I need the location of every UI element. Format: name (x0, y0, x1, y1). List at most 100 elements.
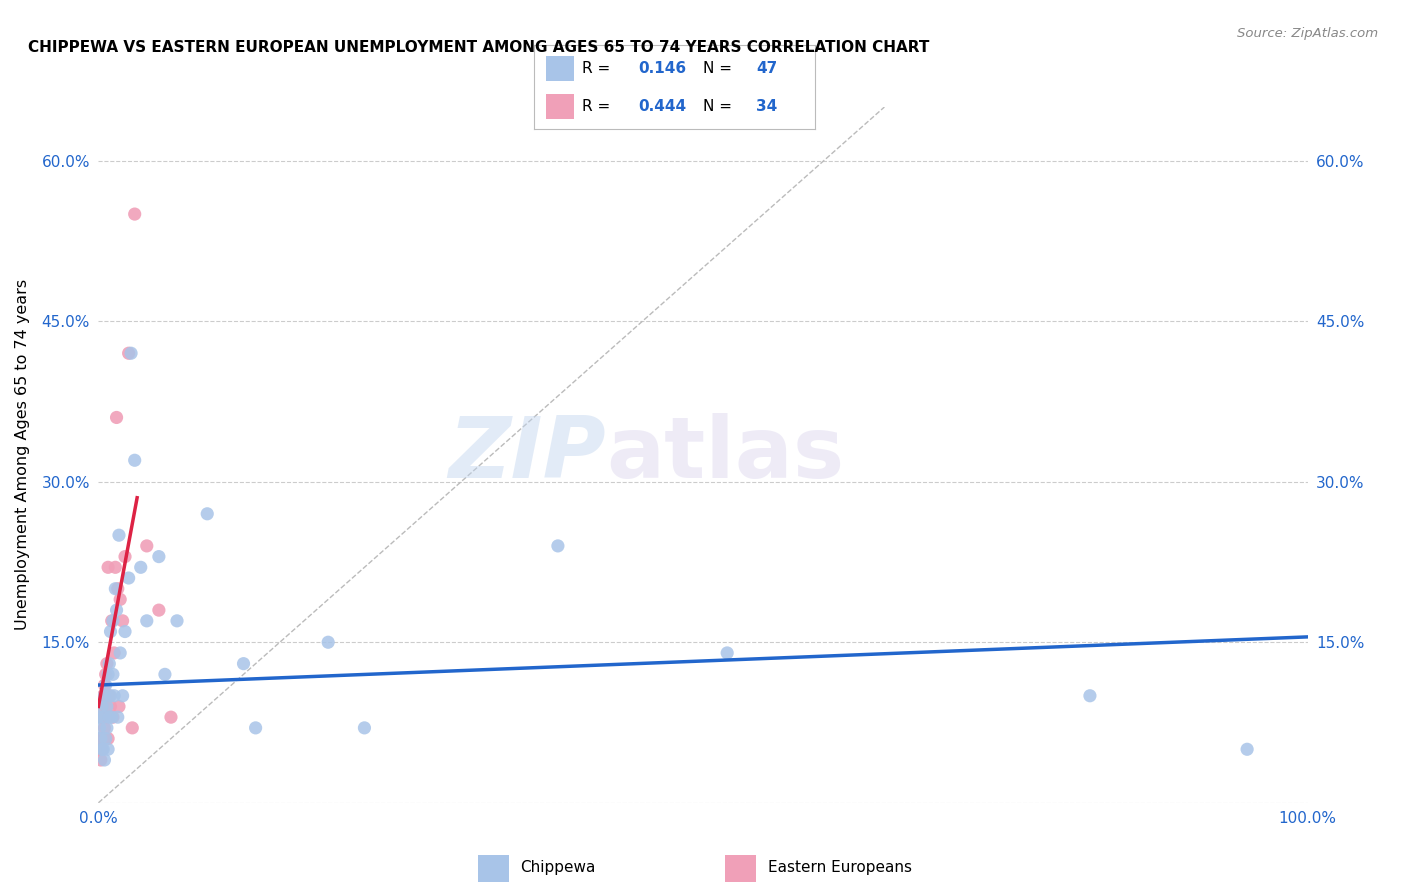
Point (100, 614, 122, 628)
Text: Eastern Europeans: Eastern Europeans (768, 860, 911, 875)
Point (101, 667, 124, 681)
Point (107, 710, 129, 724)
Point (97, 742, 120, 756)
Point (547, 539, 569, 553)
Point (195, 507, 218, 521)
Point (124, 207, 146, 221)
Text: atlas: atlas (606, 413, 845, 497)
Point (108, 646, 131, 660)
Point (97, 731, 120, 746)
Text: Chippewa: Chippewa (520, 860, 596, 875)
Point (89, 731, 111, 746)
Point (129, 560, 152, 574)
Bar (725, 855, 756, 881)
Point (108, 528, 131, 542)
Point (120, 346, 142, 360)
Point (87, 710, 110, 724)
Point (104, 582, 127, 596)
Point (97, 560, 120, 574)
Point (91, 731, 114, 746)
Text: ZIP: ZIP (449, 413, 606, 497)
Point (91, 742, 114, 756)
Point (118, 346, 141, 360)
Point (245, 721, 267, 735)
Point (98, 689, 121, 703)
Point (93, 721, 115, 735)
Point (114, 624, 136, 639)
Point (91, 742, 114, 756)
Point (166, 614, 188, 628)
Point (124, 453, 146, 467)
Point (87, 742, 110, 756)
Point (103, 646, 125, 660)
Point (111, 689, 134, 703)
Text: 34: 34 (756, 99, 778, 114)
Point (1236, 742, 1258, 756)
Text: R =: R = (582, 61, 616, 76)
Point (96, 710, 118, 724)
Y-axis label: Unemployment Among Ages 65 to 74 years: Unemployment Among Ages 65 to 74 years (15, 279, 31, 631)
Bar (546, 94, 574, 120)
Point (96, 699, 118, 714)
Point (160, 710, 183, 724)
Point (316, 635, 339, 649)
Point (91, 742, 114, 756)
Text: 0.146: 0.146 (638, 61, 686, 76)
Point (96, 657, 118, 671)
Point (93, 753, 115, 767)
Point (100, 624, 122, 639)
Point (90, 710, 112, 724)
Point (107, 582, 129, 596)
Point (100, 710, 122, 724)
Point (153, 667, 176, 681)
Point (97, 667, 120, 681)
Text: N =: N = (703, 61, 737, 76)
Point (100, 699, 122, 714)
Point (114, 549, 136, 564)
Point (105, 603, 128, 617)
Bar (478, 855, 509, 881)
Point (98, 657, 121, 671)
Point (94, 678, 117, 692)
Text: R =: R = (582, 99, 616, 114)
Point (148, 603, 170, 617)
Point (100, 689, 122, 703)
Point (91, 710, 114, 724)
Point (104, 560, 127, 574)
Point (101, 710, 124, 724)
Point (91, 699, 114, 714)
Point (111, 614, 134, 628)
Point (98, 710, 121, 724)
Point (135, 539, 157, 553)
Point (91, 699, 114, 714)
Point (103, 689, 125, 703)
Point (94, 667, 117, 681)
Point (96, 721, 118, 735)
Point (135, 614, 157, 628)
Text: CHIPPEWA VS EASTERN EUROPEAN UNEMPLOYMENT AMONG AGES 65 TO 74 YEARS CORRELATION : CHIPPEWA VS EASTERN EUROPEAN UNEMPLOYMEN… (28, 40, 929, 55)
Point (353, 721, 375, 735)
Point (118, 571, 141, 585)
Point (1078, 689, 1101, 703)
Point (93, 689, 115, 703)
Point (90, 731, 112, 746)
Point (232, 657, 254, 671)
Point (105, 410, 128, 425)
Point (121, 721, 143, 735)
Point (90, 753, 112, 767)
Point (94, 731, 117, 746)
Point (93, 678, 115, 692)
Point (148, 549, 170, 564)
Bar (546, 55, 574, 81)
Text: 0.444: 0.444 (638, 99, 686, 114)
Point (94, 731, 117, 746)
Text: Source: ZipAtlas.com: Source: ZipAtlas.com (1237, 27, 1378, 40)
Point (108, 699, 131, 714)
Point (89, 721, 111, 735)
Point (716, 646, 738, 660)
Text: N =: N = (703, 99, 737, 114)
Point (91, 689, 114, 703)
Point (108, 592, 131, 607)
Text: 47: 47 (756, 61, 778, 76)
Point (101, 614, 124, 628)
